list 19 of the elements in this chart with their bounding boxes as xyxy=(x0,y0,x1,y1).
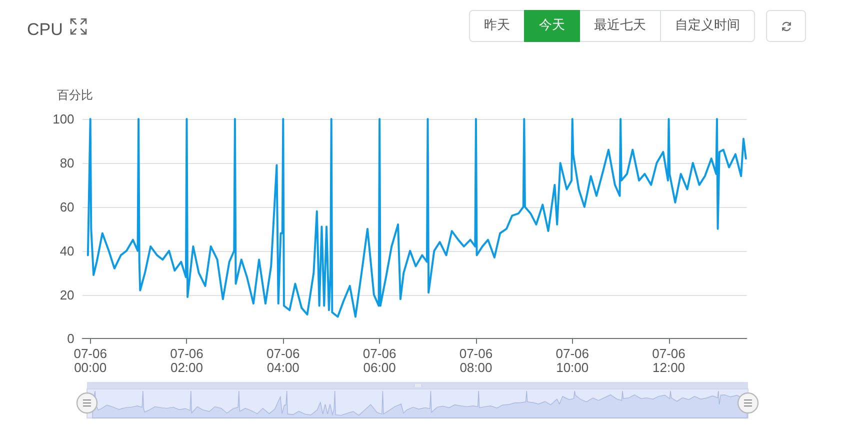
range-button: 最近七天 xyxy=(579,10,661,42)
x-tick-label: 07-06 08:00 xyxy=(459,346,493,376)
y-tick-label: 40 xyxy=(60,243,74,258)
x-tick-label: 07-06 04:00 xyxy=(266,346,300,376)
range-button: 今天 xyxy=(524,10,580,42)
y-tick-label: 20 xyxy=(60,287,74,302)
x-tick-label: 07-06 10:00 xyxy=(556,346,589,376)
x-tick-label: 07-06 06:00 xyxy=(362,346,396,376)
y-axis-title: 百分比 xyxy=(56,88,93,102)
y-tick-label: 60 xyxy=(60,199,74,214)
x-tick-label: 07-06 02:00 xyxy=(170,346,204,376)
chart-title: CPU xyxy=(27,20,63,39)
y-tick-label: 0 xyxy=(67,331,74,346)
x-tick-label: 07-06 00:00 xyxy=(74,346,107,376)
range-button: 昨天 xyxy=(469,10,525,42)
y-tick-label: 80 xyxy=(60,155,74,170)
range-button: 自定义时间 xyxy=(660,10,755,42)
y-tick-label: 100 xyxy=(52,112,74,126)
x-tick-label: 07-06 12:00 xyxy=(652,346,686,376)
